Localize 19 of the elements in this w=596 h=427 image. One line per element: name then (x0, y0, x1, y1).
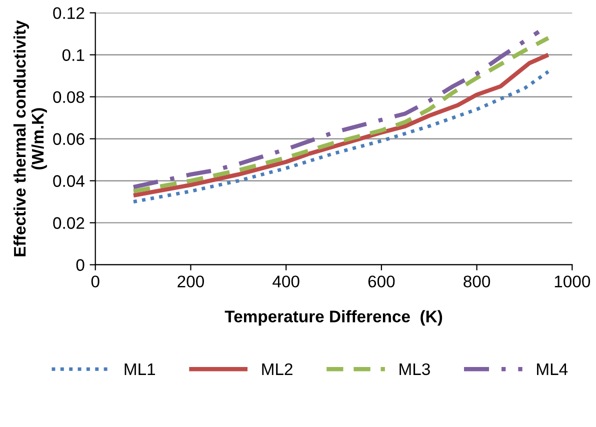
legend-label: ML3 (400, 363, 430, 376)
x-tick-label: 200 (178, 276, 204, 288)
y-tick-label: 0.1 (62, 49, 84, 61)
y-tick-label: 0.06 (53, 133, 84, 145)
x-tick-label: 800 (464, 276, 490, 288)
x-axis-title: Temperature Difference (K) (224, 310, 442, 326)
y-tick-label: 0.04 (53, 175, 84, 187)
y-tick-label: 0.02 (53, 217, 84, 229)
y-tick-label: 0 (76, 259, 84, 271)
legend-label: ML4 (537, 363, 568, 375)
y-tick-label: 0.12 (53, 7, 84, 20)
x-tick-label: 1000 (554, 276, 590, 288)
y-axis-title: Effective thermal conductivity (W/m.K) (13, 20, 47, 256)
legend-label: ML1 (124, 363, 156, 375)
x-tick-label: 0 (91, 276, 100, 288)
y-tick-label: 0.08 (53, 91, 84, 103)
x-tick-label: 600 (368, 276, 395, 288)
legend-label: ML2 (262, 363, 292, 375)
x-tick-label: 400 (272, 276, 300, 288)
